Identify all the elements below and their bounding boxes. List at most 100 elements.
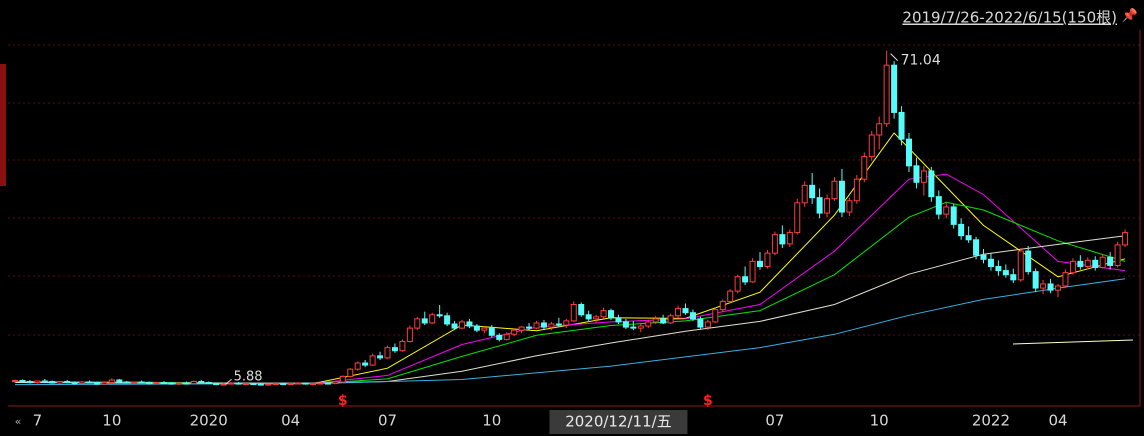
candle-body	[459, 321, 465, 329]
candle-body	[354, 362, 361, 370]
scroll-left[interactable]: «	[15, 415, 22, 428]
candle-body	[444, 315, 451, 325]
candle-body	[332, 381, 339, 385]
candle-body	[578, 303, 585, 316]
candle-body	[272, 383, 279, 386]
candle-body	[794, 202, 801, 234]
candle-body	[205, 382, 212, 385]
candle-body	[377, 355, 384, 359]
candle-body	[652, 318, 659, 323]
candle-body	[548, 323, 555, 328]
candle-body	[429, 314, 436, 324]
x-tick-label: 10	[102, 412, 121, 430]
candle-body	[570, 303, 577, 322]
candle-body	[466, 321, 473, 327]
candle-body	[913, 165, 920, 183]
candle-body	[86, 381, 93, 384]
annotation: 5.88	[234, 370, 263, 385]
candle-body	[265, 383, 272, 386]
candle-body	[1002, 270, 1009, 276]
candle-body	[49, 381, 56, 384]
candle-body	[563, 320, 570, 326]
chart-title[interactable]: 2019/7/26-2022/6/15(150根)	[902, 9, 1117, 27]
candle-body	[675, 308, 682, 317]
candle-body	[1084, 259, 1091, 267]
candle-body	[317, 382, 324, 385]
candle-body	[637, 325, 644, 329]
candle-body	[324, 382, 331, 385]
candle-body	[228, 382, 235, 385]
candle-body	[101, 382, 108, 385]
candle-body	[391, 347, 398, 352]
candle-body	[131, 381, 138, 384]
candle-body	[518, 326, 525, 331]
candle-body	[19, 379, 26, 383]
candle-body	[220, 383, 227, 386]
candle-body	[347, 368, 354, 377]
candle-body	[1114, 244, 1121, 266]
candle-body	[667, 315, 674, 324]
candle-body	[138, 381, 145, 384]
candle-body	[958, 223, 965, 237]
candle-body	[764, 252, 771, 267]
candle-body	[898, 111, 905, 140]
annotation-arrow	[225, 378, 232, 385]
candle-body	[615, 317, 622, 323]
candle-body	[980, 254, 987, 260]
candle-body	[369, 355, 376, 366]
candle-body	[146, 382, 153, 385]
candle-body	[481, 327, 488, 331]
signal-marker: $	[338, 393, 348, 409]
candle-body	[1032, 271, 1039, 289]
candle-body	[198, 381, 205, 384]
pin-icon[interactable]: 📌	[1122, 7, 1138, 24]
indicator-line	[1012, 339, 1134, 345]
candle-body	[175, 382, 182, 385]
candle-body	[183, 382, 190, 385]
candle-body	[608, 310, 614, 319]
candle-body	[742, 276, 749, 283]
candle-body	[399, 340, 406, 352]
x-tick-label: 2020	[190, 412, 228, 430]
candle-body	[779, 234, 786, 245]
candle-body	[1040, 283, 1047, 289]
candle-body	[786, 232, 793, 245]
candle-body	[26, 381, 33, 384]
candle-body	[242, 383, 249, 386]
candle-body	[295, 382, 302, 385]
candle-body	[1122, 232, 1129, 246]
candle-body	[689, 312, 696, 320]
candle-body	[861, 156, 868, 180]
candle-body	[734, 276, 741, 292]
x-tick-label: 07	[378, 412, 397, 430]
side-strip	[0, 64, 6, 186]
candle-body	[235, 382, 242, 385]
candle-body	[161, 382, 167, 385]
candle-body	[906, 138, 912, 167]
candle-body	[749, 260, 756, 283]
candle-body	[488, 327, 495, 336]
candle-body	[168, 382, 175, 385]
candle-body	[697, 318, 704, 328]
candle-body	[622, 321, 629, 328]
candle-body	[1062, 272, 1069, 287]
candle-body	[1010, 274, 1017, 281]
candle-body	[831, 180, 838, 200]
candle-body	[593, 316, 600, 320]
candle-body	[56, 381, 63, 384]
candle-body	[995, 265, 1002, 272]
candle-body	[600, 310, 607, 318]
candle-body	[406, 327, 413, 342]
candle-body	[540, 322, 547, 328]
candle-body	[451, 323, 458, 329]
candle-body	[1069, 260, 1076, 274]
candle-body	[41, 380, 48, 383]
candle-body	[809, 184, 816, 199]
candle-body	[630, 326, 637, 329]
candle-body	[287, 383, 294, 386]
x-tick-label: 10	[870, 412, 889, 430]
candle-body	[712, 309, 719, 323]
cursor-label: 2020/12/11/五	[565, 413, 672, 431]
x-tick-label: 07	[765, 412, 784, 430]
